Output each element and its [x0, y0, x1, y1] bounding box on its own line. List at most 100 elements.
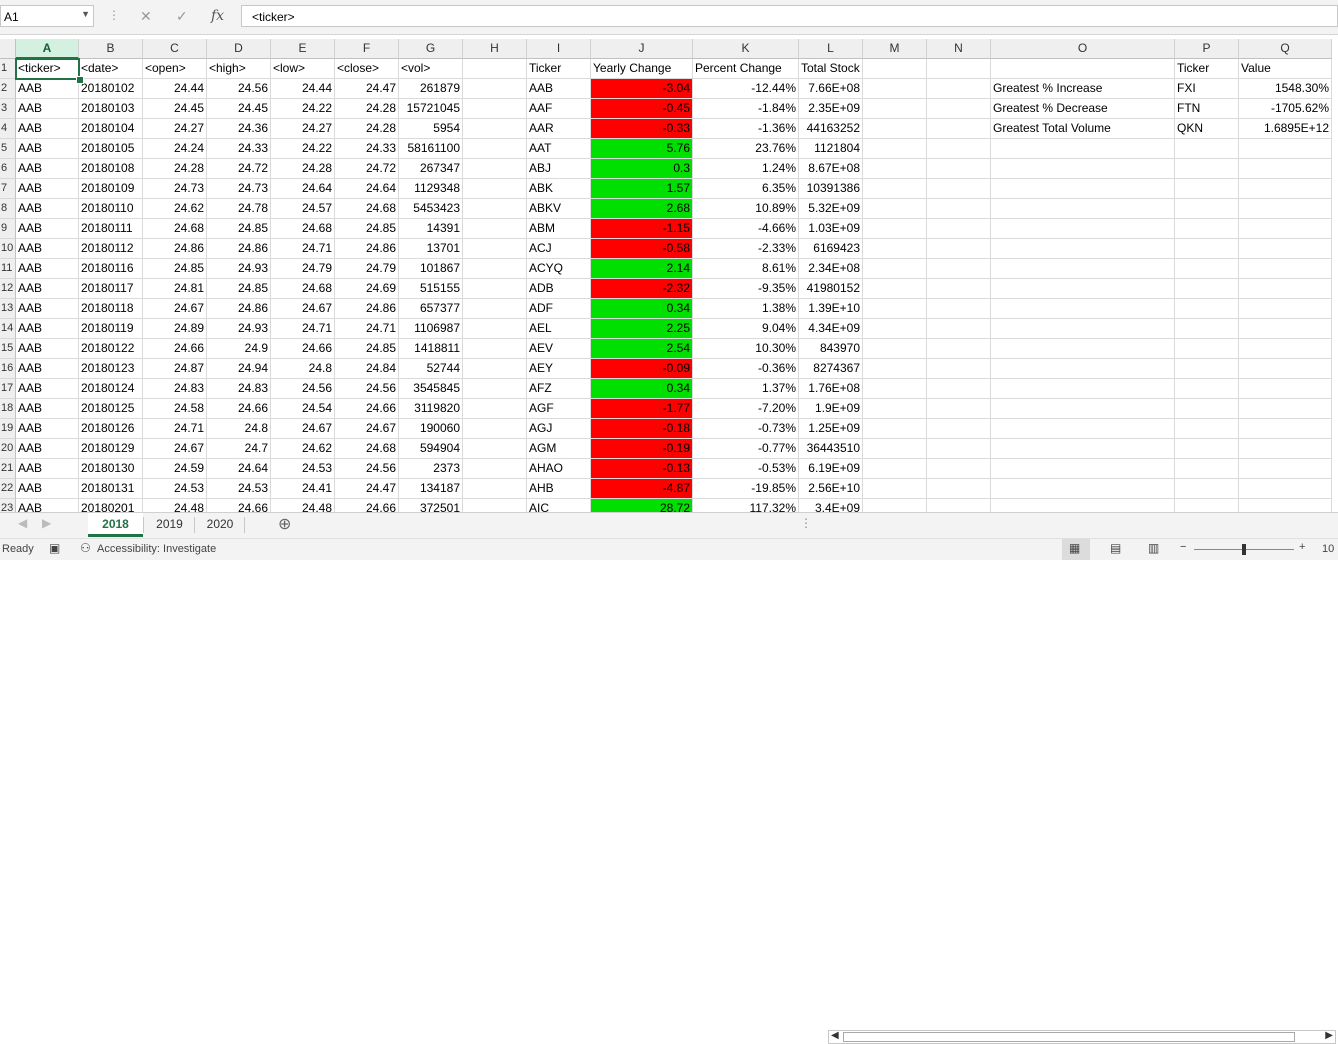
- data-cell[interactable]: 24.68: [335, 439, 399, 459]
- data-cell[interactable]: AAB: [16, 299, 79, 319]
- summary-ticker-cell[interactable]: AGM: [527, 439, 591, 459]
- grid-cell[interactable]: [927, 219, 991, 239]
- data-cell[interactable]: 1418811: [399, 339, 463, 359]
- data-cell[interactable]: 24.68: [271, 219, 335, 239]
- chevron-down-icon[interactable]: ▼: [81, 9, 90, 19]
- grid-cell[interactable]: [927, 399, 991, 419]
- data-cell[interactable]: 24.56: [271, 379, 335, 399]
- grid-cell[interactable]: [863, 159, 927, 179]
- grid-cell[interactable]: [927, 319, 991, 339]
- row-header[interactable]: 9: [0, 219, 16, 239]
- row-header[interactable]: 21: [0, 459, 16, 479]
- yearly-change-cell[interactable]: 0.34: [591, 299, 693, 319]
- row-header[interactable]: 18: [0, 399, 16, 419]
- row-header[interactable]: 16: [0, 359, 16, 379]
- grid-cell[interactable]: [863, 419, 927, 439]
- yearly-change-cell[interactable]: 0.3: [591, 159, 693, 179]
- percent-change-cell[interactable]: 6.35%: [693, 179, 799, 199]
- grid-cell[interactable]: [1175, 459, 1239, 479]
- grid-cell[interactable]: [863, 79, 927, 99]
- total-volume-cell[interactable]: 1.25E+09: [799, 419, 863, 439]
- grid-cell[interactable]: [1175, 339, 1239, 359]
- greatest-value-cell[interactable]: 1.6895E+12: [1239, 119, 1332, 139]
- grid-cell[interactable]: [863, 299, 927, 319]
- data-cell[interactable]: 24.71: [271, 239, 335, 259]
- grid-cell[interactable]: [991, 379, 1175, 399]
- data-cell[interactable]: 20180126: [79, 419, 143, 439]
- raw-header-cell[interactable]: <low>: [271, 59, 335, 79]
- grid-cell[interactable]: [863, 179, 927, 199]
- data-cell[interactable]: 24.73: [207, 179, 271, 199]
- total-volume-cell[interactable]: 4.34E+09: [799, 319, 863, 339]
- grid-cell[interactable]: [991, 199, 1175, 219]
- grid-cell[interactable]: [927, 459, 991, 479]
- grid-cell[interactable]: [1175, 159, 1239, 179]
- data-cell[interactable]: 24.68: [143, 219, 207, 239]
- yearly-change-cell[interactable]: -1.77: [591, 399, 693, 419]
- data-cell[interactable]: 24.86: [207, 239, 271, 259]
- data-cell[interactable]: AAB: [16, 279, 79, 299]
- grid-cell[interactable]: [463, 379, 527, 399]
- data-cell[interactable]: 5954: [399, 119, 463, 139]
- scrollbar-thumb[interactable]: [843, 1032, 1295, 1042]
- data-cell[interactable]: 24.85: [207, 279, 271, 299]
- grid-cell[interactable]: [927, 259, 991, 279]
- yearly-change-cell[interactable]: -0.09: [591, 359, 693, 379]
- grid-cell[interactable]: [1239, 399, 1332, 419]
- data-cell[interactable]: 24.68: [335, 199, 399, 219]
- data-cell[interactable]: 20180129: [79, 439, 143, 459]
- data-cell[interactable]: 24.66: [271, 339, 335, 359]
- data-cell[interactable]: 24.69: [335, 279, 399, 299]
- data-cell[interactable]: AAB: [16, 99, 79, 119]
- grid-cell[interactable]: [927, 239, 991, 259]
- data-cell[interactable]: 24.36: [207, 119, 271, 139]
- data-cell[interactable]: 24.71: [335, 319, 399, 339]
- yearly-change-cell[interactable]: -2.32: [591, 279, 693, 299]
- percent-change-cell[interactable]: -7.20%: [693, 399, 799, 419]
- data-cell[interactable]: 24.71: [143, 419, 207, 439]
- grid-cell[interactable]: [991, 399, 1175, 419]
- data-cell[interactable]: 24.67: [335, 419, 399, 439]
- data-cell[interactable]: AAB: [16, 359, 79, 379]
- summary-header-cell[interactable]: Ticker: [527, 59, 591, 79]
- percent-change-cell[interactable]: -0.73%: [693, 419, 799, 439]
- data-cell[interactable]: 15721045: [399, 99, 463, 119]
- total-volume-cell[interactable]: 843970: [799, 339, 863, 359]
- grid-cell[interactable]: [1175, 399, 1239, 419]
- column-header-k[interactable]: K: [693, 39, 799, 59]
- raw-header-cell[interactable]: <open>: [143, 59, 207, 79]
- data-cell[interactable]: 24.47: [335, 79, 399, 99]
- data-cell[interactable]: AAB: [16, 339, 79, 359]
- total-volume-cell[interactable]: 10391386: [799, 179, 863, 199]
- data-cell[interactable]: 24.86: [335, 239, 399, 259]
- grid-cell[interactable]: [991, 439, 1175, 459]
- greatest-value-cell[interactable]: -1705.62%: [1239, 99, 1332, 119]
- summary-ticker-cell[interactable]: AHAO: [527, 459, 591, 479]
- data-cell[interactable]: 20180118: [79, 299, 143, 319]
- grid-cell[interactable]: [1175, 439, 1239, 459]
- data-cell[interactable]: 24.9: [207, 339, 271, 359]
- grid-cell[interactable]: [1239, 199, 1332, 219]
- data-cell[interactable]: 101867: [399, 259, 463, 279]
- grid-cell[interactable]: [863, 259, 927, 279]
- grid-cell[interactable]: [463, 279, 527, 299]
- data-cell[interactable]: 20180117: [79, 279, 143, 299]
- data-cell[interactable]: AAB: [16, 439, 79, 459]
- grid-cell[interactable]: [927, 339, 991, 359]
- grid-cell[interactable]: [1239, 219, 1332, 239]
- grid-cell[interactable]: [463, 139, 527, 159]
- summary-ticker-cell[interactable]: ADB: [527, 279, 591, 299]
- grid-cell[interactable]: [1239, 459, 1332, 479]
- percent-change-cell[interactable]: 23.76%: [693, 139, 799, 159]
- percent-change-cell[interactable]: -0.36%: [693, 359, 799, 379]
- greatest-ticker-cell[interactable]: FTN: [1175, 99, 1239, 119]
- grid-cell[interactable]: [1239, 179, 1332, 199]
- data-cell[interactable]: 24.62: [143, 199, 207, 219]
- data-cell[interactable]: 24.79: [271, 259, 335, 279]
- summary-ticker-cell[interactable]: ADF: [527, 299, 591, 319]
- data-cell[interactable]: AAB: [16, 419, 79, 439]
- total-volume-cell[interactable]: 7.66E+08: [799, 79, 863, 99]
- data-cell[interactable]: 24.33: [207, 139, 271, 159]
- grid-cell[interactable]: [1175, 379, 1239, 399]
- total-volume-cell[interactable]: 44163252: [799, 119, 863, 139]
